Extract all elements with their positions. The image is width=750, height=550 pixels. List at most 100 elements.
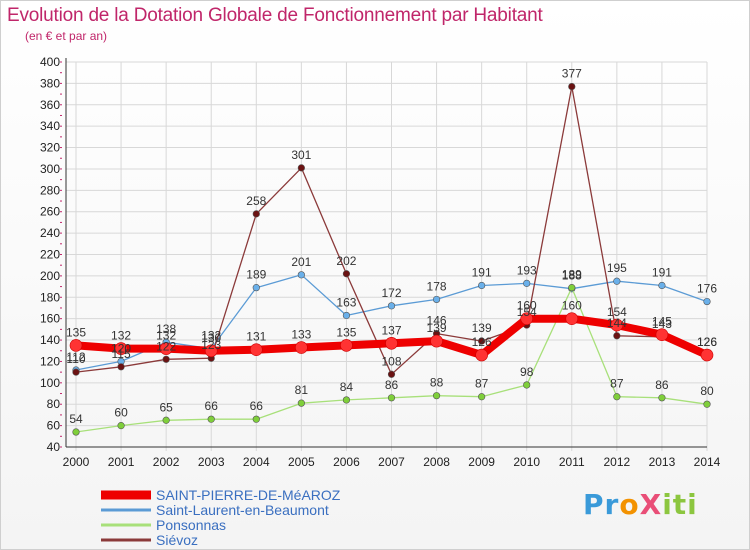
- y-tick-label: 240: [40, 226, 60, 240]
- logo-part: iti: [662, 488, 698, 521]
- y-tick-label: 360: [40, 98, 60, 112]
- data-point: [295, 341, 308, 354]
- data-label: 131: [246, 330, 266, 344]
- data-label: 160: [517, 299, 537, 313]
- data-point: [478, 337, 486, 345]
- data-point: [520, 312, 534, 325]
- y-tick-label: 60: [47, 419, 61, 433]
- data-point: [385, 336, 398, 350]
- data-label: 86: [655, 378, 669, 392]
- data-label: 110: [66, 352, 85, 366]
- data-point: [72, 428, 80, 436]
- data-point: [342, 270, 351, 278]
- data-point: [117, 363, 125, 371]
- x-tick-label: 2008: [423, 455, 450, 469]
- data-label: 139: [472, 321, 492, 335]
- data-point: [342, 396, 351, 404]
- data-label: 126: [472, 335, 492, 349]
- data-label: 191: [472, 266, 492, 280]
- data-point: [478, 393, 486, 401]
- data-point: [565, 312, 579, 325]
- data-point: [478, 281, 486, 290]
- data-label: 188: [562, 269, 582, 283]
- data-point: [387, 302, 396, 310]
- data-label: 195: [607, 261, 627, 275]
- data-point: [703, 400, 711, 408]
- data-label: 178: [427, 279, 447, 293]
- data-label: 135: [66, 325, 86, 339]
- data-point: [204, 344, 218, 358]
- data-label: 130: [201, 331, 221, 345]
- data-label: 88: [430, 376, 444, 390]
- data-label: 154: [517, 305, 537, 319]
- data-point: [387, 394, 396, 402]
- data-point: [72, 368, 80, 376]
- data-label: 137: [381, 323, 401, 337]
- data-label: 66: [205, 399, 219, 413]
- data-point: [613, 277, 621, 285]
- axis-layer: 40 60 80 100 120 140 160 180 200 220 240 260 280 300 3…: [40, 55, 721, 469]
- data-point: [432, 295, 441, 304]
- data-point: [700, 348, 714, 362]
- data-label: 112: [66, 350, 85, 364]
- data-point: [159, 342, 173, 355]
- grid-layer: [66, 61, 708, 451]
- data-point: [523, 381, 531, 389]
- data-point: [117, 422, 125, 430]
- y-tick-label: 200: [40, 269, 60, 283]
- x-tick-label: 2011: [559, 455, 585, 469]
- data-label: 86: [385, 378, 399, 392]
- data-label: 120: [111, 341, 131, 355]
- data-label: 146: [427, 314, 447, 328]
- data-label: 163: [336, 295, 356, 309]
- data-label: 138: [156, 322, 176, 336]
- data-label: 139: [427, 321, 447, 335]
- data-point: [523, 279, 531, 287]
- data-label: 301: [291, 148, 311, 162]
- data-label: 115: [112, 347, 131, 361]
- y-tick-label: 260: [40, 205, 60, 219]
- y-tick-label: 320: [40, 141, 60, 155]
- legend-label: SAINT-PIERRE-DE-MéAROZ: [156, 487, 341, 503]
- data-label: 126: [697, 335, 717, 349]
- y-tick-label: 400: [40, 55, 60, 69]
- proxiti-logo: ProXiti: [583, 488, 698, 521]
- data-point: [69, 339, 83, 352]
- data-label: 84: [340, 380, 354, 394]
- y-tick-label: 140: [40, 333, 60, 347]
- data-label: 54: [69, 412, 83, 426]
- data-point: [297, 399, 305, 407]
- logo-part: Pr: [583, 488, 620, 521]
- x-tick-label: 2000: [63, 455, 90, 469]
- data-label: 60: [114, 406, 128, 420]
- data-label: 123: [201, 338, 221, 352]
- data-label: 160: [562, 299, 582, 313]
- y-tick-label: 340: [40, 119, 60, 133]
- data-label: 108: [381, 354, 401, 368]
- data-label: 87: [610, 377, 624, 391]
- data-point: [432, 392, 441, 400]
- data-label: 87: [475, 377, 489, 391]
- data-point: [613, 393, 621, 401]
- data-label: 80: [700, 384, 714, 398]
- data-label: 201: [291, 255, 311, 269]
- logo-part: o: [619, 488, 640, 521]
- y-tick-label: 380: [40, 76, 60, 90]
- x-tick-label: 2014: [694, 455, 721, 469]
- data-point: [610, 318, 624, 332]
- data-label: 144: [607, 316, 627, 330]
- x-tick-label: 2007: [378, 455, 405, 469]
- chart-subtitle: (en € et par an): [25, 29, 108, 43]
- data-point: [252, 210, 260, 218]
- y-tick-label: 40: [47, 440, 61, 454]
- data-point: [475, 348, 488, 362]
- data-label: 377: [562, 67, 582, 81]
- data-point: [658, 394, 666, 402]
- data-label: 133: [291, 328, 311, 342]
- series-layer: [69, 82, 714, 436]
- y-tick-label: 280: [40, 183, 60, 197]
- data-label: 202: [336, 254, 356, 268]
- data-point: [252, 284, 260, 292]
- x-tick-label: 2004: [243, 455, 270, 469]
